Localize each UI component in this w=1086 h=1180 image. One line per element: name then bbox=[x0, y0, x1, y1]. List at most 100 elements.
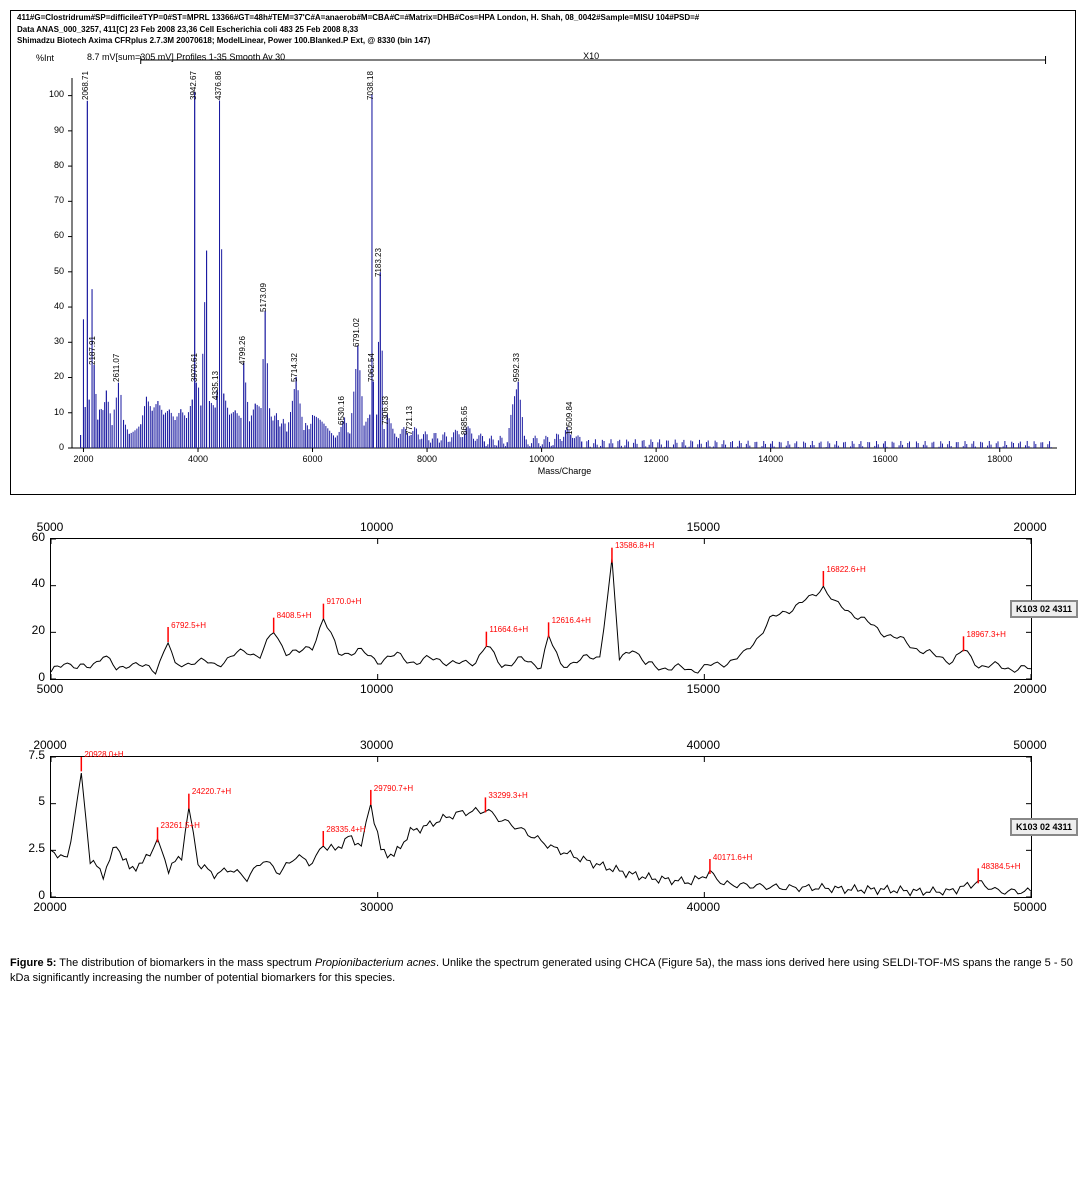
x-tick-label-bottom: 50000 bbox=[1013, 900, 1046, 914]
x-tick-label-top: 40000 bbox=[687, 738, 720, 752]
x-tick-label-bottom: 10000 bbox=[360, 682, 393, 696]
peak-label: 7038.18 bbox=[366, 71, 375, 100]
x-tick-label-bottom: 5000 bbox=[37, 682, 64, 696]
spectrum-plot-2: 6792.5+H 8408.5+H 9170.0+H 11664.6+H 12616.4… bbox=[50, 538, 1032, 680]
x-tick-label-top: 15000 bbox=[687, 520, 720, 534]
spectrum-panel-3: 20000 30000 40000 50000 02.557.5 20928.0+H 2… bbox=[10, 738, 1076, 916]
peak-label: 6530.16 bbox=[337, 396, 346, 425]
spectrum-panel-2: 5000100001500020000 0204060 6792.5+H8408… bbox=[10, 520, 1076, 698]
spectrum-panel-1: 411#G=Clostridrum#SP=difficile#TYP=0#ST=… bbox=[10, 10, 1076, 495]
meta-line-2: Data ANAS_000_3257, 411[C] 23 Feb 2008 2… bbox=[17, 25, 1069, 35]
peak-label: 7183.23 bbox=[374, 248, 383, 277]
peak-label: 5714.32 bbox=[290, 353, 299, 382]
plot1-svg bbox=[17, 48, 1067, 488]
y-tick-label: 5 bbox=[15, 794, 45, 808]
peak-label: 7721.13 bbox=[405, 406, 414, 435]
x-tick-label-top: 20000 bbox=[1013, 520, 1046, 534]
x-tick-label: 6000 bbox=[303, 454, 323, 464]
spectrum-plot-1: 0 10 20 30 40 50 60 70 80 90 100 %Int 8.7 mV[sum=305… bbox=[17, 48, 1067, 488]
peak-label: 6791.02 bbox=[352, 318, 361, 347]
peak-label: 2187.91 bbox=[88, 336, 97, 365]
seldi-peak-label: 9170.0+H bbox=[326, 597, 361, 606]
panel2-y-axis: 0204060 bbox=[10, 538, 50, 678]
x-tick-label-bottom: 30000 bbox=[360, 900, 393, 914]
caption-bold: Figure 5: bbox=[10, 957, 56, 969]
panel3-top-axis: 20000300004000050000 bbox=[50, 738, 1030, 756]
panel2-bottom-axis: 5000100001500020000 bbox=[50, 680, 1030, 698]
peak-label: 7306.83 bbox=[381, 396, 390, 425]
y-tick-label: 50 bbox=[54, 266, 64, 276]
x-tick-label: 10000 bbox=[529, 454, 554, 464]
y-tick-label: 10 bbox=[54, 407, 64, 417]
caption-t1: The distribution of biomarkers in the ma… bbox=[56, 957, 314, 969]
y-axis-label: %Int bbox=[36, 53, 54, 63]
seldi-peak-label: 11664.6+H bbox=[489, 625, 528, 634]
peak-label: 3942.67 bbox=[189, 71, 198, 100]
seldi-peak-label: 28335.4+H bbox=[326, 825, 365, 834]
figure-caption: Figure 5: The distribution of biomarkers… bbox=[10, 956, 1076, 987]
y-tick-label: 60 bbox=[54, 230, 64, 240]
x-tick-label-bottom: 20000 bbox=[33, 900, 66, 914]
x-tick-label-top: 30000 bbox=[360, 738, 393, 752]
seldi-peak-label: 33299.3+H bbox=[488, 791, 527, 800]
x-tick-label: 14000 bbox=[758, 454, 783, 464]
x-tick-label: 12000 bbox=[644, 454, 669, 464]
peak-label: 7062.54 bbox=[367, 353, 376, 382]
x-tick-label-top: 10000 bbox=[360, 520, 393, 534]
y-tick-label: 20 bbox=[15, 623, 45, 637]
peak-label: 8685.65 bbox=[460, 406, 469, 435]
y-tick-label: 70 bbox=[54, 195, 64, 205]
peak-label: 2611.07 bbox=[112, 354, 121, 382]
seldi-peak-label: 24220.7+H bbox=[192, 787, 231, 796]
seldi-peak-label: 20928.0+H bbox=[84, 750, 123, 759]
peak-label: 9592.33 bbox=[512, 353, 521, 382]
seldi-peak-label: 23261.5+H bbox=[161, 821, 200, 830]
peak-label: 5173.09 bbox=[259, 283, 268, 312]
peak-label: 4335.13 bbox=[211, 371, 220, 400]
seldi-peak-label: 40171.6+H bbox=[713, 853, 752, 862]
x-axis-label: Mass/Charge bbox=[538, 466, 592, 476]
y-tick-label: 90 bbox=[54, 125, 64, 135]
peak-label: 10509.84 bbox=[565, 402, 574, 435]
panel2-top-axis: 5000100001500020000 bbox=[50, 520, 1030, 538]
x-tick-label-bottom: 40000 bbox=[687, 900, 720, 914]
seldi-peak-label: 8408.5+H bbox=[277, 611, 312, 620]
peak-label: 4799.26 bbox=[238, 336, 247, 365]
peak-label: 3970.61 bbox=[190, 353, 199, 382]
x10-label: X10 bbox=[583, 51, 599, 61]
y-tick-label: 0 bbox=[59, 442, 64, 452]
plot-subtitle: 8.7 mV[sum=305 mV] Profiles 1-35 Smooth … bbox=[87, 52, 285, 62]
x-tick-label: 8000 bbox=[417, 454, 437, 464]
y-tick-label: 20 bbox=[54, 371, 64, 381]
peak-label: 4376.86 bbox=[214, 71, 223, 100]
meta-line-3: Shimadzu Biotech Axima CFRplus 2.7.3M 20… bbox=[17, 36, 1069, 46]
x-tick-label: 16000 bbox=[873, 454, 898, 464]
x-tick-label: 2000 bbox=[73, 454, 93, 464]
y-tick-label: 40 bbox=[15, 576, 45, 590]
panel3-y-axis: 02.557.5 bbox=[10, 756, 50, 896]
seldi-peak-label: 16822.6+H bbox=[826, 565, 865, 574]
panel2-side-label: K103 02 4311 bbox=[1010, 600, 1078, 618]
x-tick-label: 18000 bbox=[987, 454, 1012, 464]
x-tick-label-top: 50000 bbox=[1013, 738, 1046, 752]
meta-line-1: 411#G=Clostridrum#SP=difficile#TYP=0#ST=… bbox=[17, 13, 1069, 23]
y-tick-label: 80 bbox=[54, 160, 64, 170]
seldi-svg bbox=[51, 539, 1031, 679]
y-tick-label: 7.5 bbox=[15, 748, 45, 762]
caption-species: Propionibacterium acnes bbox=[315, 957, 436, 969]
y-tick-label: 40 bbox=[54, 301, 64, 311]
x-tick-label: 4000 bbox=[188, 454, 208, 464]
x-tick-label-bottom: 20000 bbox=[1013, 682, 1046, 696]
seldi-peak-label: 48384.5+H bbox=[981, 862, 1020, 871]
spectrum-plot-3: 20928.0+H23261.5+H24220.7+H28335.4+H2979… bbox=[50, 756, 1032, 898]
y-tick-label: 30 bbox=[54, 336, 64, 346]
y-tick-label: 100 bbox=[49, 89, 64, 99]
seldi-peak-label: 13586.8+H bbox=[615, 541, 654, 550]
x-tick-label-bottom: 15000 bbox=[687, 682, 720, 696]
seldi-peak-label: 6792.5+H bbox=[171, 621, 206, 630]
seldi-peak-label: 12616.4+H bbox=[552, 616, 591, 625]
panel3-side-label: K103 02 4311 bbox=[1010, 818, 1078, 836]
seldi-peak-label: 29790.7+H bbox=[374, 784, 413, 793]
seldi-peak-label: 18967.3+H bbox=[967, 630, 1006, 639]
peak-label: 2068.71 bbox=[81, 71, 90, 100]
